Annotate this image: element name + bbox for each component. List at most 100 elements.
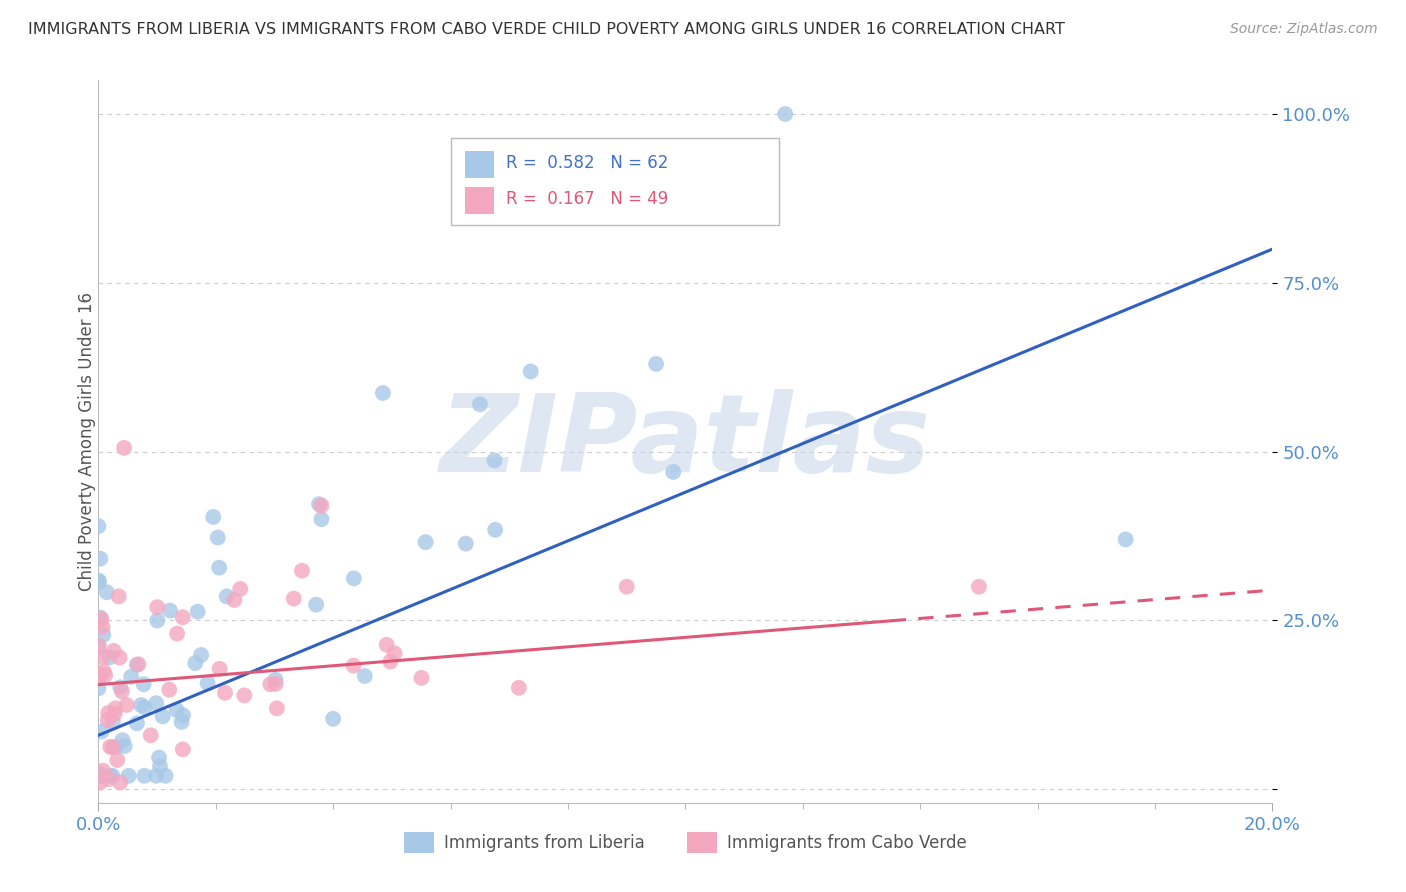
Point — [90, 724, 112, 739]
Point — [89, 610, 111, 624]
Point — [89, 670, 111, 684]
Point — [87, 672, 110, 686]
Point — [157, 682, 180, 697]
Point — [207, 531, 229, 545]
Point — [103, 644, 125, 658]
Point — [101, 740, 124, 755]
Text: R =  0.167   N = 49: R = 0.167 N = 49 — [506, 191, 668, 209]
Point — [187, 605, 209, 619]
Point — [266, 701, 288, 715]
Point — [93, 665, 115, 679]
Point — [108, 650, 131, 665]
Point — [115, 698, 138, 712]
Point — [454, 536, 477, 550]
Point — [170, 714, 193, 729]
Point — [197, 676, 219, 690]
Point — [233, 689, 256, 703]
Point — [145, 696, 167, 710]
Point — [87, 667, 110, 681]
Point — [166, 703, 188, 717]
Point — [146, 614, 169, 628]
Point — [87, 574, 110, 588]
Point — [114, 739, 136, 753]
Legend: Immigrants from Liberia, Immigrants from Cabo Verde: Immigrants from Liberia, Immigrants from… — [398, 826, 973, 860]
Point — [380, 655, 402, 669]
Point — [342, 658, 364, 673]
Point — [172, 742, 194, 756]
Point — [134, 769, 156, 783]
Point — [87, 681, 110, 696]
Point — [104, 740, 127, 755]
Point — [91, 764, 114, 778]
Point — [97, 772, 120, 787]
Point — [87, 769, 110, 783]
Point — [172, 610, 194, 624]
Point — [415, 535, 437, 549]
Point — [98, 769, 121, 783]
Point — [291, 564, 314, 578]
Point — [87, 519, 110, 533]
Point — [484, 453, 506, 467]
Y-axis label: Child Poverty Among Girls Under 16: Child Poverty Among Girls Under 16 — [79, 292, 96, 591]
Point — [616, 580, 638, 594]
Point — [96, 585, 118, 599]
Point — [283, 591, 305, 606]
Point — [91, 650, 114, 665]
Point — [98, 650, 121, 665]
Point — [89, 775, 111, 789]
Point — [118, 769, 141, 783]
Point — [110, 775, 132, 789]
Point — [107, 590, 129, 604]
Point — [125, 657, 148, 672]
Point — [89, 767, 111, 781]
Point — [322, 712, 344, 726]
Point — [87, 640, 110, 655]
Point — [508, 681, 530, 695]
Point — [468, 397, 491, 411]
Point — [146, 600, 169, 615]
Point — [101, 714, 124, 729]
Point — [353, 669, 375, 683]
Point — [125, 716, 148, 731]
Point — [97, 706, 120, 720]
Point — [145, 769, 167, 783]
Point — [264, 673, 287, 687]
Point — [134, 700, 156, 714]
Point — [1115, 533, 1137, 547]
Point — [166, 626, 188, 640]
Point — [208, 662, 231, 676]
Point — [112, 441, 135, 455]
Point — [967, 580, 990, 594]
Text: Source: ZipAtlas.com: Source: ZipAtlas.com — [1230, 22, 1378, 37]
Point — [484, 523, 506, 537]
Point — [190, 648, 212, 662]
Point — [645, 357, 668, 371]
Point — [152, 709, 174, 723]
Point — [208, 560, 231, 574]
FancyBboxPatch shape — [450, 138, 779, 225]
Point — [371, 386, 394, 401]
Point — [104, 706, 127, 721]
Point — [172, 708, 194, 723]
Text: ZIPatlas: ZIPatlas — [440, 389, 931, 494]
Point — [384, 646, 406, 660]
Point — [214, 686, 236, 700]
Point — [105, 753, 128, 767]
Point — [91, 620, 114, 634]
Point — [89, 551, 111, 566]
Point — [94, 668, 117, 682]
Point — [127, 657, 149, 672]
Point — [229, 582, 252, 596]
Point — [343, 571, 366, 585]
Point — [98, 739, 121, 754]
Point — [91, 628, 114, 642]
Point — [148, 750, 170, 764]
Point — [224, 593, 246, 607]
Point — [215, 590, 238, 604]
Point — [104, 701, 127, 715]
Point — [110, 680, 132, 694]
Point — [375, 638, 398, 652]
Point — [149, 759, 172, 773]
Point — [101, 769, 124, 783]
Point — [519, 364, 541, 378]
